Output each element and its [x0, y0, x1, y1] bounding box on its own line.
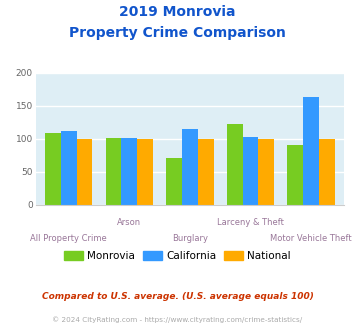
Bar [198, 139, 214, 205]
Bar [319, 139, 335, 205]
Bar [61, 131, 77, 205]
Text: All Property Crime: All Property Crime [31, 234, 107, 243]
Bar [288, 145, 303, 205]
Text: Burglary: Burglary [172, 234, 208, 243]
Bar [106, 138, 121, 205]
Text: Property Crime Comparison: Property Crime Comparison [69, 26, 286, 40]
Bar [258, 139, 274, 205]
Text: Compared to U.S. average. (U.S. average equals 100): Compared to U.S. average. (U.S. average … [42, 292, 313, 301]
Text: Arson: Arson [117, 218, 141, 227]
Bar [182, 129, 198, 205]
Bar [166, 158, 182, 205]
Bar [137, 139, 153, 205]
Text: 2019 Monrovia: 2019 Monrovia [119, 5, 236, 19]
Text: Motor Vehicle Theft: Motor Vehicle Theft [270, 234, 352, 243]
Bar [45, 133, 61, 205]
Text: © 2024 CityRating.com - https://www.cityrating.com/crime-statistics/: © 2024 CityRating.com - https://www.city… [53, 317, 302, 323]
Bar [242, 137, 258, 205]
Bar [121, 138, 137, 205]
Text: Larceny & Theft: Larceny & Theft [217, 218, 284, 227]
Bar [77, 139, 92, 205]
Bar [227, 124, 242, 205]
Bar [303, 97, 319, 205]
Legend: Monrovia, California, National: Monrovia, California, National [60, 247, 295, 265]
